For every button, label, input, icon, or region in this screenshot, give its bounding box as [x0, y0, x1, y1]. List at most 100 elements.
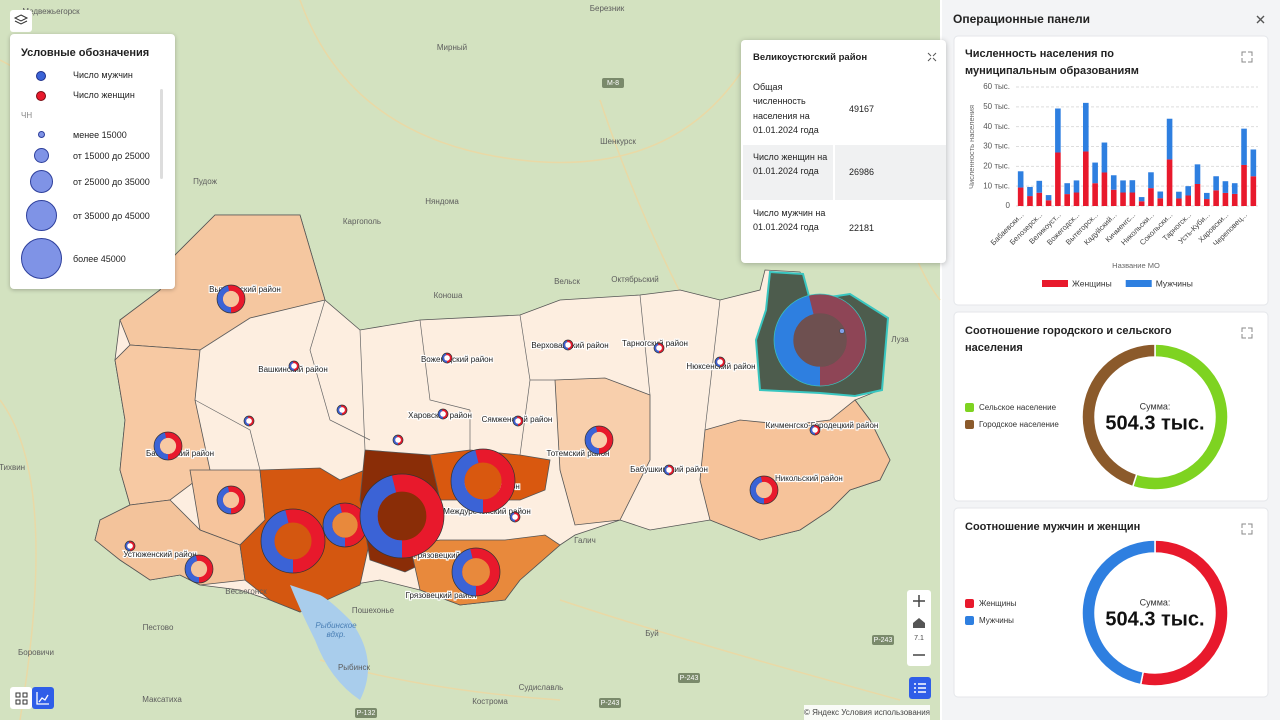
- marker-inner: [793, 313, 847, 367]
- road-sign: [355, 708, 377, 718]
- legend-swatch: [965, 599, 974, 608]
- bar-segment: [1194, 164, 1201, 184]
- panel-title: Операционные панели: [953, 12, 1090, 26]
- place-label: Мирный: [437, 43, 467, 52]
- center-title: Сумма:: [1140, 597, 1171, 607]
- y-tick-label: 50 тыс.: [983, 102, 1010, 111]
- bar-segment: [1204, 192, 1210, 200]
- legend-label: Женщины: [1072, 278, 1112, 288]
- marker-ring: [438, 408, 449, 419]
- bar-segment: [1213, 176, 1219, 191]
- marker-inner: [656, 345, 662, 351]
- bar-segment: [1231, 183, 1238, 194]
- expand-icons[interactable]: [1241, 51, 1253, 535]
- marker-ring: [773, 293, 866, 386]
- marker-outline: [584, 425, 614, 455]
- bar-segment: [1241, 164, 1247, 206]
- marker-outline: [216, 284, 246, 314]
- road-label: Р-243: [680, 675, 699, 682]
- legend-swatch: [965, 616, 974, 625]
- legend-swatch: [965, 403, 974, 412]
- expand-icon[interactable]: [1241, 51, 1253, 63]
- list-icon: [914, 683, 926, 693]
- bar-segment: [1045, 200, 1052, 206]
- place-label: Вельск: [554, 277, 580, 286]
- bar-segment: [1036, 180, 1043, 193]
- place-label: Тихвин: [0, 463, 25, 472]
- marker-ring: [584, 426, 613, 455]
- marker-outline: [153, 431, 183, 461]
- marker-ring: [510, 511, 521, 522]
- marker-inner: [515, 418, 521, 424]
- y-tick-label: 0: [1006, 201, 1011, 210]
- zoom-in[interactable]: [913, 595, 925, 607]
- marker-ring: [654, 342, 665, 353]
- attribution-bg: [804, 705, 930, 720]
- legend: Условные обозначения Число мужчин Число …: [10, 34, 175, 289]
- marker-outline: [512, 415, 524, 427]
- bar-segment: [1092, 162, 1098, 184]
- marker-outline: [359, 473, 445, 559]
- marker-inner: [246, 418, 252, 424]
- marker-ring: [216, 486, 245, 515]
- marker-outline: [562, 339, 574, 351]
- bar-segment: [1027, 196, 1033, 206]
- marker-ring: [563, 339, 574, 350]
- popup-collapse[interactable]: [927, 52, 937, 62]
- marker-outline: [451, 547, 501, 597]
- collapse-icon: [927, 52, 937, 62]
- center-value: 504.3 тыс.: [1105, 608, 1204, 630]
- road-label: Р-243: [874, 637, 893, 644]
- marker-outline: [288, 360, 300, 372]
- legend-item: более 45000: [73, 254, 126, 264]
- popup-row: Общая численность населения на 01.01.202…: [743, 72, 946, 144]
- bar-segment: [1017, 171, 1024, 188]
- bar-segment: [1213, 190, 1219, 206]
- popup-row: Число женщин на 01.01.2024 года 26986: [743, 145, 946, 200]
- bar-segment: [1129, 180, 1136, 193]
- attribution[interactable]: © Яндекс Условия использования: [804, 708, 930, 717]
- donut-segment: [1081, 343, 1156, 488]
- y-axis-label: Численность населения: [967, 105, 976, 189]
- road-sign: [602, 78, 624, 88]
- marker-inner: [159, 437, 177, 455]
- expand-icon[interactable]: [1241, 523, 1253, 535]
- legend-label: Сельское население: [979, 403, 1057, 412]
- popup-label: Общая численность населения на 01.01.202…: [753, 82, 819, 135]
- legend-swatch: [36, 91, 46, 101]
- bar-segment: [1157, 198, 1164, 206]
- expand-icon[interactable]: [1241, 327, 1253, 339]
- scrollbar[interactable]: [160, 89, 163, 179]
- marker-inner: [190, 560, 208, 578]
- place-label: Пестово: [143, 623, 174, 632]
- grid-button[interactable]: [10, 687, 32, 709]
- marker-outline: [714, 356, 726, 368]
- bar-segment: [1166, 118, 1173, 160]
- marker-outline: [336, 404, 348, 416]
- district-label: Никольский район: [775, 474, 843, 483]
- bar-segment: [1185, 195, 1191, 206]
- place-label: Рыбинск: [338, 663, 371, 672]
- bar-segment: [1176, 198, 1182, 206]
- marker-inner: [464, 462, 502, 500]
- card-title: Соотношение мужчин и женщин: [965, 521, 1141, 533]
- card-title: Соотношение городского и сельского насел…: [965, 325, 1172, 354]
- place-label: Шенкурск: [600, 137, 636, 146]
- bar-segment: [1101, 142, 1108, 173]
- legend-size: [30, 170, 53, 193]
- close-button[interactable]: [1256, 15, 1265, 24]
- place-label: Боровичи: [18, 648, 54, 657]
- marker-ring: [244, 416, 255, 427]
- home-button[interactable]: [913, 618, 925, 628]
- bar-segment: [1045, 195, 1052, 201]
- place-label: Медвежьегорск: [22, 7, 80, 16]
- marker-outline: [653, 342, 665, 354]
- marker-ring: [810, 424, 821, 435]
- place-label: Пошехонье: [352, 606, 395, 615]
- marker-outline: [749, 475, 779, 505]
- district-label: Тарногский район: [622, 339, 688, 348]
- district-label: Вытегорский район: [209, 285, 281, 294]
